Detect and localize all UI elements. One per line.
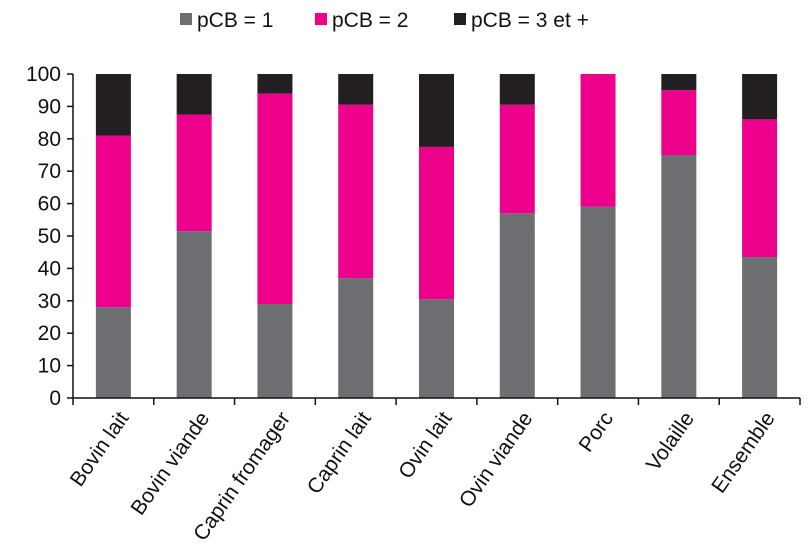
legend-label: pCB = 1 (197, 9, 273, 32)
bar-1-8 (661, 155, 697, 398)
bar-3-1 (95, 74, 131, 136)
legend: pCB = 1 pCB = 2 pCB = 3 et + (180, 9, 589, 32)
y-tick-label: 50 (38, 225, 61, 248)
bar-2-8 (661, 90, 697, 155)
y-tick-label: 20 (38, 322, 61, 345)
x-category-label: Porc (575, 408, 619, 457)
bar-2-9 (742, 119, 778, 258)
bar-3-2 (176, 74, 212, 115)
y-tick-label: 100 (26, 63, 61, 86)
x-category-label: Bovin viande (126, 408, 214, 520)
y-tick-label: 60 (38, 193, 61, 216)
y-tick-label: 70 (38, 160, 61, 183)
bar-2-5 (419, 146, 454, 300)
bar-1-9 (742, 257, 778, 398)
bar-1-6 (499, 213, 535, 398)
bar-3-4 (338, 74, 374, 105)
y-tick-label: 40 (38, 257, 61, 280)
bar-3-5 (419, 74, 454, 147)
y-tick-label: 30 (38, 290, 61, 313)
x-category-label: Volaille (642, 408, 699, 476)
x-category-label: Caprin lait (303, 408, 376, 499)
y-tick-label: 90 (38, 95, 61, 118)
bar-3-8 (661, 74, 697, 91)
y-tick-label: 80 (38, 128, 61, 151)
bars (95, 74, 778, 398)
legend-swatch (454, 13, 466, 25)
y-tick-label: 0 (49, 387, 61, 410)
legend-label: pCB = 2 (332, 9, 408, 32)
x-category-label: Bovin lait (66, 408, 134, 491)
bar-2-6 (499, 104, 535, 214)
bar-2-2 (176, 114, 212, 232)
bar-3-3 (257, 74, 293, 94)
bar-2-1 (95, 135, 131, 308)
bar-2-3 (257, 93, 293, 305)
bar-1-4 (338, 278, 374, 398)
bar-2-4 (338, 104, 374, 279)
bar-1-2 (176, 231, 212, 398)
y-tick-label: 10 (38, 355, 61, 378)
x-category-label: Ensemble (707, 408, 779, 498)
bar-1-5 (419, 299, 454, 398)
bar-2-7 (580, 74, 616, 207)
bar-1-7 (580, 206, 616, 398)
x-category-label: Ovin viande (455, 408, 537, 512)
bar-1-1 (95, 307, 131, 398)
legend-label: pCB = 3 et + (471, 9, 589, 32)
legend-swatch (180, 13, 192, 25)
x-category-label: Ovin lait (394, 408, 456, 483)
bar-3-9 (742, 74, 778, 120)
bar-3-6 (499, 74, 535, 105)
legend-swatch (315, 13, 327, 25)
bar-1-3 (257, 304, 293, 398)
